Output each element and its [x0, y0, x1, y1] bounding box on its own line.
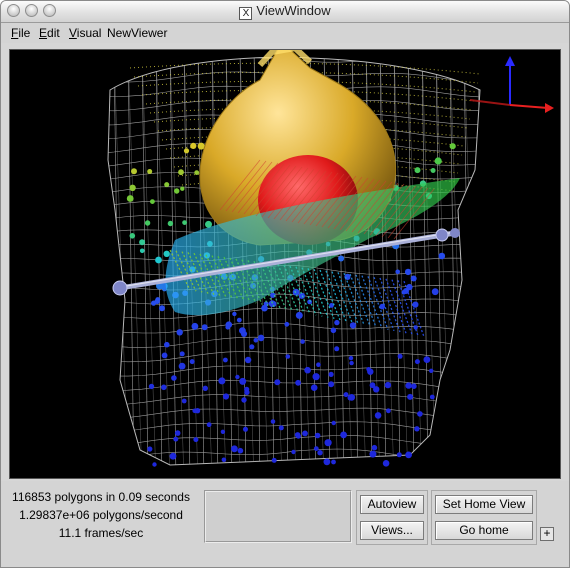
3d-viewport[interactable] — [9, 49, 561, 479]
torso-heart-model[interactable] — [10, 50, 560, 478]
orientation-axes — [469, 56, 554, 113]
polygon-rate-label: 1.29837e+06 polygons/second — [19, 508, 183, 522]
views-button[interactable]: Views... — [360, 521, 424, 540]
activation-sheet — [165, 178, 460, 316]
window-title-text: ViewWindow — [256, 3, 331, 18]
go-home-button[interactable]: Go home — [435, 521, 533, 540]
menu-file[interactable]: File — [11, 26, 31, 40]
autoview-button[interactable]: Autoview — [360, 495, 424, 514]
x11-icon: X — [239, 7, 253, 20]
menu-newviewer[interactable]: NewViewer — [107, 26, 168, 40]
title-bar[interactable]: X ViewWindow — [1, 1, 569, 23]
status-panel: 116853 polygons in 0.09 seconds 1.29837e… — [1, 481, 569, 567]
probe-rod — [112, 228, 460, 296]
menu-edit[interactable]: Edit — [39, 26, 60, 40]
close-window-button[interactable] — [7, 4, 20, 17]
minimize-window-button[interactable] — [25, 4, 38, 17]
polygon-count-label: 116853 polygons in 0.09 seconds — [12, 490, 190, 504]
electrode-points — [126, 62, 481, 467]
window-title: X ViewWindow — [1, 3, 569, 20]
home-button-group: Set Home View Go home — [431, 490, 537, 545]
view-button-group: Autoview Views... — [356, 490, 428, 545]
menu-visual[interactable]: Visual — [69, 26, 102, 40]
zoom-window-button[interactable] — [43, 4, 56, 17]
menu-bar: File Edit Visual NewViewer — [1, 23, 569, 43]
expand-button[interactable]: + — [540, 527, 554, 541]
empty-frame — [204, 490, 352, 543]
fiber-lines — [169, 159, 435, 338]
frame-rate-label: 11.1 frames/sec — [58, 526, 144, 540]
set-home-view-button[interactable]: Set Home View — [435, 495, 533, 514]
